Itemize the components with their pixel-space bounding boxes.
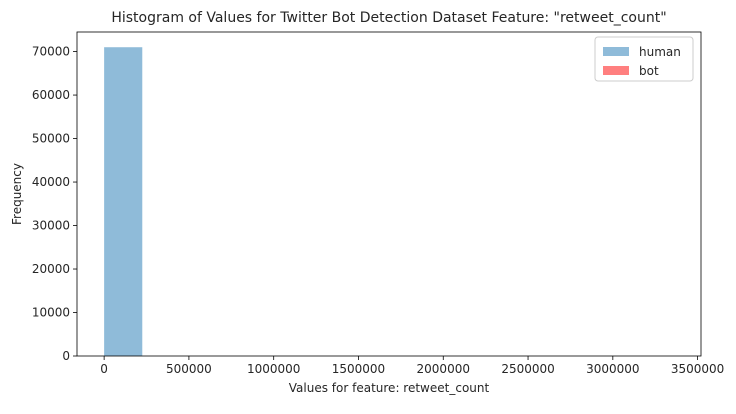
x-tick-label: 2500000 xyxy=(501,362,554,376)
y-axis-label: Frequency xyxy=(10,163,24,225)
chart-title: Histogram of Values for Twitter Bot Dete… xyxy=(111,10,666,26)
y-tick-label: 0 xyxy=(62,349,70,363)
x-tick-label: 3500000 xyxy=(671,362,724,376)
bars-layer xyxy=(104,47,143,357)
x-axis: 0 500000 1000000 1500000 2000000 2500000 30000… xyxy=(100,356,724,376)
plot-frame xyxy=(76,31,702,357)
x-tick-label: 1500000 xyxy=(332,362,385,376)
y-axis: 0 10000 20000 30000 40000 50000 60000 70000 xyxy=(32,45,77,363)
legend: human bot xyxy=(594,36,694,82)
histogram-bar-human-0 xyxy=(104,47,143,357)
legend-label-human: human xyxy=(639,45,681,59)
x-axis-label: Values for feature: retweet_count xyxy=(289,381,490,395)
legend-label-bot: bot xyxy=(639,64,659,78)
y-tick-label: 50000 xyxy=(32,132,70,146)
y-tick-label: 30000 xyxy=(32,219,70,233)
x-tick-label: 0 xyxy=(100,362,108,376)
x-tick-label: 2000000 xyxy=(417,362,470,376)
x-tick-label: 1000000 xyxy=(247,362,300,376)
x-tick-label: 3000000 xyxy=(586,362,639,376)
y-tick-label: 70000 xyxy=(32,45,70,59)
y-tick-label: 10000 xyxy=(32,306,70,320)
y-tick-label: 40000 xyxy=(32,175,70,189)
y-tick-label: 60000 xyxy=(32,88,70,102)
legend-swatch-bot xyxy=(603,66,629,75)
legend-swatch-human xyxy=(603,47,629,56)
x-tick-label: 500000 xyxy=(166,362,212,376)
y-tick-label: 20000 xyxy=(32,262,70,276)
